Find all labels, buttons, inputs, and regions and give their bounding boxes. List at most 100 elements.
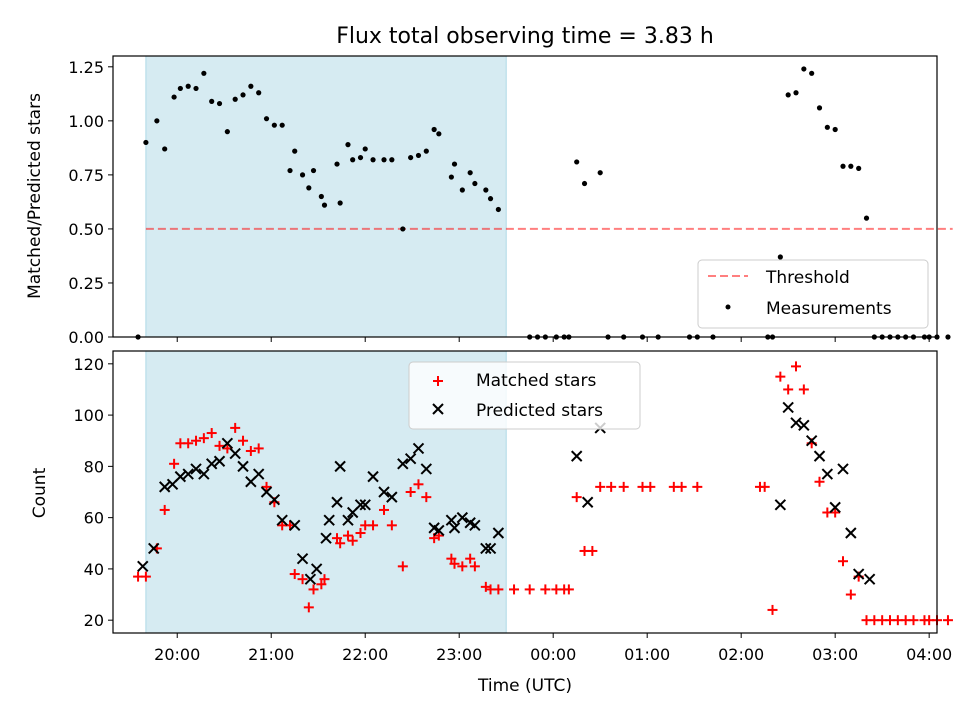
predicted-star-point [845, 527, 857, 539]
predicted-star-point [790, 417, 802, 429]
predicted-star-point [158, 481, 171, 493]
top-y-tick-label: 1.25 [68, 58, 104, 77]
measurement-point [785, 92, 791, 98]
matched-star-point [303, 602, 314, 613]
top-y-axis: 0.00 0.25 0.50 0.75 1.00 1.25 [68, 58, 113, 347]
predicted-stars-layer [137, 401, 876, 585]
measurement-point [287, 167, 293, 174]
matched-star-point [342, 530, 353, 541]
matched-star-point [319, 574, 330, 585]
top-y-tick-label: 1.00 [68, 112, 104, 131]
matched-star-point [524, 584, 535, 595]
measurement-point [370, 157, 376, 163]
predicted-star-point [229, 447, 241, 460]
matched-star-point [332, 533, 343, 544]
predicted-star-point [289, 519, 301, 532]
top-y-axis-label: Matched/Predicted stars [25, 93, 45, 299]
top-panel: 0.00 0.25 0.50 0.75 1.00 1.25 Matched/Predict… [25, 55, 953, 347]
predicted-star-point [445, 514, 458, 526]
matched-star-point [540, 584, 551, 595]
x-tick-label: 23:00 [436, 645, 482, 664]
matched-star-point [845, 589, 856, 600]
measurement-point [263, 116, 270, 122]
measurement-point [423, 148, 429, 154]
predicted-star-point [367, 470, 379, 483]
predicted-star-point [581, 496, 594, 508]
matched-star-point [397, 561, 408, 572]
matched-star-point [759, 481, 770, 492]
predicted-star-point [448, 522, 461, 534]
bottom-y-tick-label: 60 [84, 509, 104, 528]
measurement-point [350, 157, 356, 163]
predicted-star-point [480, 542, 492, 555]
measurement-point [256, 90, 262, 96]
measurement-point [848, 163, 854, 169]
measurement-point [832, 126, 838, 133]
measurement-point [310, 167, 317, 174]
measurement-point [597, 170, 603, 176]
top-y-tick-label: 0.00 [68, 328, 104, 347]
matched-star-point [446, 553, 457, 564]
matched-star-point [469, 561, 480, 572]
predicted-star-point [190, 463, 202, 475]
measurement-point [581, 180, 588, 187]
matched-star-point [335, 538, 346, 549]
measurement-point [408, 154, 414, 161]
top-plot-frame [112, 55, 938, 338]
bottom-legend: Matched stars Predicted stars [408, 361, 641, 430]
predicted-star-point [412, 442, 425, 455]
matched-star-point [405, 487, 416, 497]
matched-star-point [676, 481, 687, 492]
predicted-star-point [813, 450, 826, 462]
matched-star-point [449, 558, 460, 569]
x-tick-label: 00:00 [530, 645, 576, 664]
matched-star-point [169, 458, 180, 469]
matched-legend-label: Matched stars [476, 371, 596, 391]
matched-star-point [908, 615, 919, 626]
measurement-point [487, 196, 494, 202]
x-tick-label: 22:00 [342, 645, 388, 664]
predicted-star-point [782, 401, 794, 414]
predicted-star-point [570, 450, 583, 462]
top-y-tick-label: 0.50 [68, 220, 104, 239]
bottom-legend-box [408, 361, 641, 430]
measurement-point [459, 187, 465, 193]
matched-legend-swatch [433, 376, 443, 386]
predicted-star-point [805, 435, 818, 447]
predicted-star-point [863, 573, 876, 585]
predicted-star-point [397, 458, 409, 470]
matched-star-point [493, 584, 504, 595]
predicted-star-point [342, 514, 354, 526]
matched-star-point [355, 528, 366, 539]
measurement-point [232, 96, 238, 102]
matched-star-point [140, 571, 151, 582]
predicted-star-point [310, 563, 323, 575]
matched-star-point [595, 481, 606, 492]
matched-star-point [297, 574, 308, 585]
predicted-star-point [492, 527, 505, 539]
measurement-point [856, 165, 862, 171]
measurement-point [945, 334, 951, 340]
measurement-point [451, 161, 458, 167]
predicted-star-point [837, 463, 849, 475]
matched-star-point [386, 520, 397, 531]
matched-star-point [830, 507, 841, 518]
threshold-legend-label: Threshold [765, 268, 850, 288]
predicted-legend-label: Predicted stars [476, 401, 603, 421]
matched-star-point [509, 584, 520, 595]
x-tick-label: 01:00 [624, 645, 670, 664]
measurement-point [271, 122, 277, 128]
measurement-point [193, 85, 199, 92]
measurement-point [318, 193, 324, 200]
bottom-y-tick-label: 100 [73, 406, 104, 425]
top-x-axis [176, 337, 930, 342]
matched-star-point [191, 435, 202, 446]
measurement-point [248, 83, 254, 89]
measurement-point [431, 126, 437, 133]
matched-star-point [814, 476, 825, 487]
bottom-y-tick-label: 80 [84, 457, 104, 476]
measurement-point [840, 163, 846, 169]
predicted-star-point [420, 463, 433, 475]
measurement-point [362, 146, 368, 152]
